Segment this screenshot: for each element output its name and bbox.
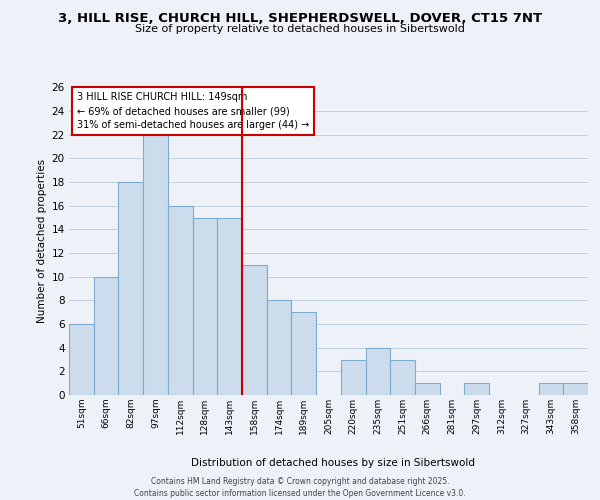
Bar: [464, 383, 489, 395]
Bar: [69, 324, 94, 395]
Bar: [118, 182, 143, 395]
Bar: [390, 360, 415, 395]
Bar: [242, 265, 267, 395]
Text: 3, HILL RISE, CHURCH HILL, SHEPHERDSWELL, DOVER, CT15 7NT: 3, HILL RISE, CHURCH HILL, SHEPHERDSWELL…: [58, 12, 542, 26]
Bar: [168, 206, 193, 395]
Bar: [94, 276, 118, 395]
Bar: [563, 383, 588, 395]
Bar: [341, 360, 365, 395]
Bar: [539, 383, 563, 395]
Y-axis label: Number of detached properties: Number of detached properties: [37, 159, 47, 324]
Text: 3 HILL RISE CHURCH HILL: 149sqm
← 69% of detached houses are smaller (99)
31% of: 3 HILL RISE CHURCH HILL: 149sqm ← 69% of…: [77, 92, 309, 130]
Bar: [267, 300, 292, 395]
Bar: [365, 348, 390, 395]
Bar: [193, 218, 217, 395]
Text: Contains HM Land Registry data © Crown copyright and database right 2025.
Contai: Contains HM Land Registry data © Crown c…: [134, 476, 466, 498]
Bar: [292, 312, 316, 395]
Bar: [415, 383, 440, 395]
Text: Distribution of detached houses by size in Sibertswold: Distribution of detached houses by size …: [191, 458, 475, 468]
Bar: [217, 218, 242, 395]
Text: Size of property relative to detached houses in Sibertswold: Size of property relative to detached ho…: [135, 24, 465, 34]
Bar: [143, 135, 168, 395]
